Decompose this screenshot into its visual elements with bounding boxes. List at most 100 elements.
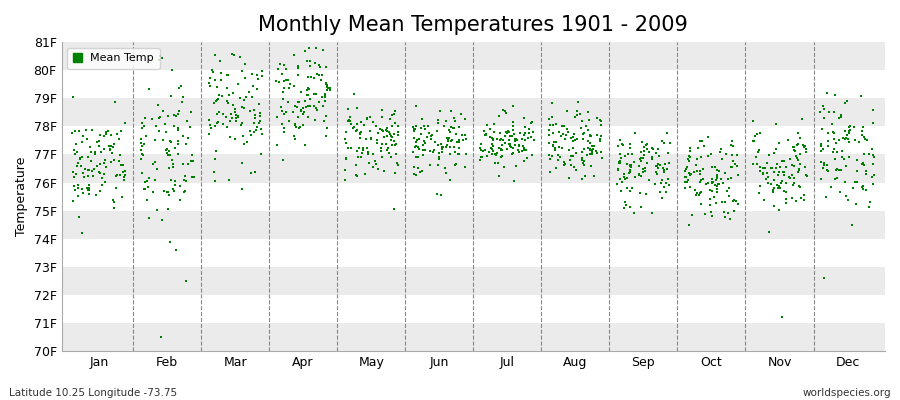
Point <box>310 107 324 114</box>
Bar <box>61 42 885 70</box>
Point <box>485 142 500 149</box>
Point <box>842 130 857 136</box>
Point <box>320 87 334 93</box>
Point <box>415 115 429 122</box>
Point <box>231 80 246 87</box>
Point <box>820 162 834 168</box>
Point <box>612 137 626 144</box>
Point <box>839 135 853 142</box>
Point <box>557 159 572 166</box>
Point <box>760 180 775 186</box>
Point <box>830 175 844 182</box>
Point <box>515 148 529 154</box>
Point <box>578 172 592 179</box>
Point <box>656 140 670 146</box>
Point <box>657 166 671 173</box>
Point <box>88 151 103 158</box>
Point <box>716 156 730 162</box>
Point <box>71 182 86 188</box>
Point <box>689 162 704 168</box>
Point <box>651 160 665 167</box>
Point <box>391 129 405 136</box>
Point <box>683 147 698 154</box>
Point <box>391 123 405 129</box>
Point <box>549 139 563 146</box>
Point <box>473 157 488 164</box>
Point <box>416 147 430 153</box>
Point <box>709 186 724 192</box>
Point <box>212 109 226 116</box>
Point <box>796 191 811 198</box>
Point <box>444 108 458 114</box>
Point <box>773 185 788 191</box>
Point <box>757 197 771 203</box>
Point <box>498 140 512 146</box>
Point <box>302 58 317 64</box>
Point <box>634 158 648 165</box>
Point <box>443 151 457 157</box>
Point <box>148 177 162 183</box>
Point <box>623 141 637 147</box>
Point <box>594 133 608 140</box>
Point <box>114 128 129 134</box>
Point <box>623 204 637 210</box>
Point <box>222 92 237 98</box>
Point <box>209 148 223 154</box>
Point <box>342 117 356 123</box>
Point <box>479 132 493 138</box>
Point <box>482 126 497 132</box>
Point <box>359 115 374 122</box>
Point <box>833 189 848 196</box>
Point <box>444 124 458 130</box>
Point <box>498 133 512 140</box>
Point <box>721 176 735 182</box>
Point <box>714 176 728 182</box>
Point <box>75 230 89 236</box>
Point <box>215 121 230 127</box>
Point <box>180 118 194 124</box>
Point <box>662 176 676 182</box>
Point <box>557 122 572 129</box>
Point <box>162 148 176 154</box>
Point <box>590 115 604 121</box>
Point <box>235 119 249 126</box>
Point <box>303 96 318 102</box>
Point <box>567 130 581 137</box>
Point <box>202 80 217 86</box>
Point <box>150 207 165 213</box>
Point <box>705 176 719 182</box>
Point <box>637 148 652 154</box>
Point <box>185 158 200 164</box>
Point <box>170 141 184 147</box>
Point <box>761 174 776 180</box>
Point <box>88 149 103 155</box>
Point <box>633 155 647 162</box>
Point <box>233 94 248 101</box>
Point <box>748 133 762 139</box>
Point <box>226 102 240 108</box>
Point <box>830 165 844 172</box>
Point <box>93 188 107 194</box>
Point <box>777 172 791 178</box>
Point <box>786 172 800 178</box>
Point <box>98 157 112 164</box>
Point <box>381 133 395 140</box>
Point <box>349 121 364 128</box>
Point <box>495 107 509 113</box>
Point <box>180 135 194 142</box>
Point <box>104 143 119 150</box>
Point <box>594 149 608 156</box>
Point <box>635 155 650 162</box>
Point <box>309 91 323 97</box>
Point <box>842 154 856 160</box>
Point <box>269 78 284 84</box>
Point <box>485 151 500 157</box>
Point <box>583 133 598 139</box>
Point <box>798 149 813 155</box>
Point <box>171 138 185 144</box>
Point <box>728 161 742 168</box>
Point <box>101 127 115 134</box>
Point <box>350 173 365 179</box>
Point <box>709 173 724 180</box>
Point <box>338 177 352 184</box>
